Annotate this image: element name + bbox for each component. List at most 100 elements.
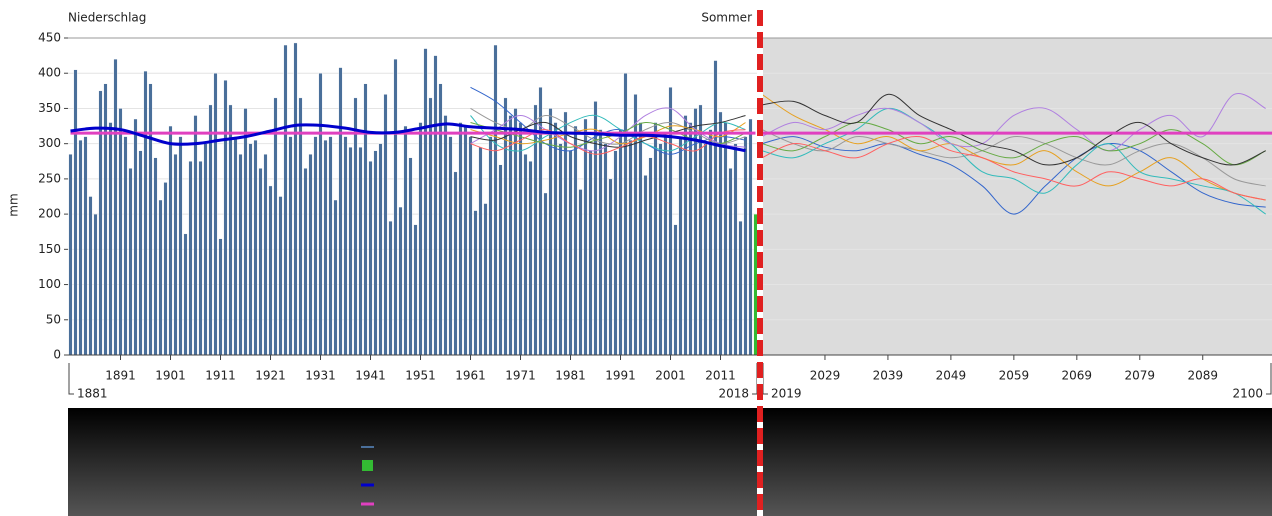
bar — [488, 136, 493, 355]
bar — [88, 196, 93, 355]
bar — [438, 83, 443, 355]
series-line — [470, 86, 746, 155]
bar — [593, 101, 598, 355]
bar — [213, 73, 218, 355]
bar — [318, 73, 323, 355]
bar — [718, 111, 723, 355]
bar — [413, 224, 418, 355]
bar — [378, 143, 383, 355]
bar — [333, 199, 338, 355]
y-tick-label: 100 — [38, 277, 61, 291]
bar — [373, 150, 378, 355]
x-end-bracket — [752, 363, 758, 395]
bar — [293, 42, 298, 355]
series-line — [70, 122, 746, 153]
bar — [128, 168, 133, 355]
series-line — [762, 136, 1266, 215]
bar — [498, 164, 503, 355]
bar — [573, 125, 578, 355]
bar — [503, 97, 508, 355]
bar — [108, 122, 113, 355]
x-tick-label: 1901 — [155, 369, 186, 383]
x-tick-label: 2049 — [936, 369, 967, 383]
bar — [628, 139, 633, 355]
bar — [458, 122, 463, 355]
plot-marks — [762, 93, 1272, 215]
bar — [553, 122, 558, 355]
x-tick-label: 1891 — [105, 369, 136, 383]
bar — [528, 161, 533, 355]
plot-background — [762, 38, 1272, 355]
bar — [448, 136, 453, 355]
bar — [303, 168, 308, 355]
bar — [743, 136, 748, 355]
bar — [388, 220, 393, 355]
x-end-label: 2100 — [1232, 387, 1263, 401]
bar — [423, 48, 428, 355]
y-tick-label: 0 — [53, 348, 61, 362]
bar — [618, 129, 623, 355]
series-line — [762, 93, 1266, 152]
bar — [603, 143, 608, 355]
y-tick-label: 150 — [38, 242, 61, 256]
x-end-label: 2019 — [771, 387, 802, 401]
chart-title: Niederschlag — [68, 11, 146, 25]
bar — [493, 44, 498, 355]
x-tick-label: 2059 — [999, 369, 1030, 383]
x-end-label: 1881 — [77, 387, 108, 401]
bar — [168, 125, 173, 355]
series-line — [762, 135, 1266, 201]
bar — [623, 73, 628, 355]
bar — [568, 150, 573, 355]
bar — [343, 136, 348, 355]
series-line — [762, 121, 1266, 166]
bar — [83, 136, 88, 355]
bar — [518, 122, 523, 355]
bar — [688, 122, 693, 355]
bar — [683, 115, 688, 355]
bar — [513, 108, 518, 355]
bar — [233, 136, 238, 355]
bar — [393, 58, 398, 355]
y-tick-label: 50 — [46, 312, 61, 326]
y-tick-label: 350 — [38, 101, 61, 115]
bar — [133, 118, 138, 355]
x-end-bracket — [762, 363, 768, 395]
bar — [193, 115, 198, 355]
bar — [208, 104, 213, 355]
bar — [223, 80, 228, 355]
bar — [583, 118, 588, 355]
bar — [748, 118, 753, 355]
bar — [228, 104, 233, 355]
bar — [753, 213, 758, 355]
bar — [648, 157, 653, 355]
bar — [253, 139, 258, 355]
x-tick-label: 1931 — [305, 369, 336, 383]
bar — [588, 150, 593, 355]
bar — [703, 143, 708, 355]
bar — [408, 157, 413, 355]
bar — [538, 87, 543, 355]
bar — [113, 58, 118, 355]
bar — [398, 206, 403, 355]
x-tick-label: 2039 — [873, 369, 904, 383]
bar — [563, 111, 568, 355]
x-tick-label: 1981 — [555, 369, 586, 383]
x-tick-label: 2069 — [1062, 369, 1093, 383]
bar — [308, 154, 313, 355]
bar — [348, 146, 353, 355]
bar — [543, 192, 548, 355]
bar — [183, 233, 188, 355]
bar — [93, 213, 98, 355]
series-line — [470, 129, 746, 155]
bar — [653, 122, 658, 355]
bar — [363, 83, 368, 355]
x-tick-label: 1951 — [405, 369, 436, 383]
bar — [478, 146, 483, 355]
bar — [433, 55, 438, 355]
legend-box — [68, 408, 1272, 516]
y-tick-label: 400 — [38, 66, 61, 80]
x-end-bracket — [68, 363, 74, 395]
